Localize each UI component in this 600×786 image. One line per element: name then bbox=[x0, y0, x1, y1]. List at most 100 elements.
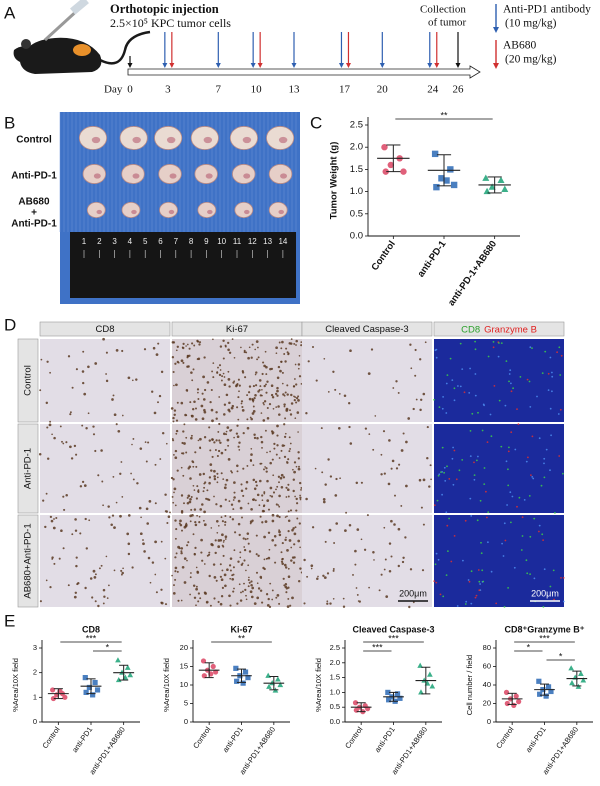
cell-dot bbox=[507, 587, 509, 589]
cell-dot bbox=[181, 346, 184, 349]
cell-dot bbox=[541, 533, 544, 536]
cell-dot bbox=[543, 457, 546, 460]
cell-dot bbox=[181, 441, 184, 445]
cell-dot bbox=[205, 497, 208, 500]
cell-dot bbox=[204, 592, 207, 595]
cell-dot bbox=[165, 442, 168, 445]
y-tick-label: 0.5 bbox=[350, 208, 363, 219]
cell-dot bbox=[288, 450, 291, 453]
cell-dot bbox=[479, 583, 481, 585]
cell-dot bbox=[256, 437, 259, 440]
cell-dot bbox=[285, 407, 289, 411]
cell-dot bbox=[447, 550, 449, 552]
cell-dot bbox=[345, 511, 348, 514]
tumor bbox=[268, 202, 288, 218]
cell-dot bbox=[237, 522, 241, 526]
cell-dot bbox=[185, 436, 188, 439]
cell-dot bbox=[195, 604, 197, 607]
significance-label: * bbox=[527, 642, 531, 652]
cell-dot bbox=[217, 449, 221, 453]
cell-dot bbox=[273, 535, 277, 538]
cell-dot bbox=[281, 382, 284, 385]
cell-dot bbox=[158, 394, 162, 398]
cell-dot bbox=[283, 455, 287, 459]
x-tick-label: anti-PD1 bbox=[221, 725, 245, 754]
cell-dot bbox=[201, 559, 204, 562]
cell-dot bbox=[323, 357, 326, 360]
cell-dot bbox=[334, 388, 337, 391]
cell-dot bbox=[235, 384, 238, 388]
cell-dot bbox=[172, 416, 175, 420]
cell-dot bbox=[75, 453, 78, 456]
cell-dot bbox=[266, 604, 270, 607]
cell-dot bbox=[265, 365, 268, 369]
cell-dot bbox=[284, 391, 287, 394]
ruler-number: 14 bbox=[278, 237, 287, 246]
cell-dot bbox=[549, 469, 551, 472]
cell-dot bbox=[67, 584, 70, 587]
cell-dot bbox=[253, 487, 257, 491]
cell-dot bbox=[295, 396, 299, 400]
tumor-spot bbox=[131, 209, 137, 215]
cell-dot bbox=[277, 405, 280, 408]
cell-dot bbox=[171, 495, 174, 498]
day-tick-label: 13 bbox=[289, 84, 301, 96]
cell-dot bbox=[197, 600, 200, 603]
cell-dot bbox=[65, 441, 68, 444]
cell-dot bbox=[456, 605, 459, 607]
y-tick-label: 0.0 bbox=[330, 717, 340, 726]
cell-dot bbox=[180, 452, 183, 455]
x-tick-label: anti-PD1 bbox=[373, 725, 397, 754]
cell-dot bbox=[247, 356, 250, 360]
cell-dot bbox=[256, 346, 259, 349]
cell-dot bbox=[370, 348, 374, 351]
cell-dot bbox=[186, 501, 190, 505]
y-tick-label: 1.5 bbox=[350, 164, 363, 175]
cell-dot bbox=[434, 563, 437, 566]
cell-dot bbox=[239, 599, 243, 602]
column-header-box bbox=[301, 321, 433, 337]
cell-dot bbox=[82, 350, 85, 353]
cell-dot bbox=[197, 391, 199, 394]
cell-dot bbox=[183, 525, 187, 529]
cell-dot bbox=[297, 399, 300, 402]
legend-name: AB680 bbox=[503, 40, 536, 52]
cell-dot bbox=[285, 591, 288, 594]
cell-dot bbox=[193, 596, 197, 600]
cell-dot bbox=[248, 397, 252, 401]
cell-dot bbox=[192, 465, 195, 468]
cell-dot bbox=[147, 441, 150, 444]
cell-dot bbox=[492, 346, 495, 349]
cell-dot bbox=[506, 504, 508, 506]
cell-dot bbox=[297, 367, 300, 370]
cell-dot bbox=[213, 495, 215, 498]
cell-dot bbox=[421, 569, 425, 572]
cell-dot bbox=[451, 457, 454, 460]
cell-dot bbox=[482, 403, 485, 406]
cell-dot bbox=[191, 379, 194, 382]
cell-dot bbox=[232, 499, 235, 501]
cell-dot bbox=[224, 584, 227, 588]
cell-dot bbox=[51, 558, 54, 560]
cell-dot bbox=[326, 600, 329, 603]
cell-dot bbox=[183, 557, 187, 560]
cell-dot bbox=[261, 372, 264, 376]
data-point bbox=[443, 177, 450, 184]
cell-dot bbox=[245, 594, 247, 597]
cell-dot bbox=[223, 486, 227, 490]
cell-dot bbox=[186, 343, 189, 346]
cell-dot bbox=[343, 394, 347, 397]
cell-dot bbox=[82, 381, 85, 385]
cell-dot bbox=[237, 378, 240, 381]
data-point bbox=[569, 680, 575, 686]
cell-dot bbox=[271, 589, 274, 592]
cell-dot bbox=[247, 391, 251, 394]
cell-dot bbox=[316, 577, 319, 581]
cell-dot bbox=[474, 394, 477, 397]
cell-dot bbox=[155, 353, 159, 356]
cell-dot bbox=[244, 588, 247, 592]
cell-dot bbox=[453, 387, 456, 390]
cell-dot bbox=[289, 509, 293, 512]
cell-dot bbox=[247, 578, 250, 582]
cell-dot bbox=[173, 409, 177, 412]
